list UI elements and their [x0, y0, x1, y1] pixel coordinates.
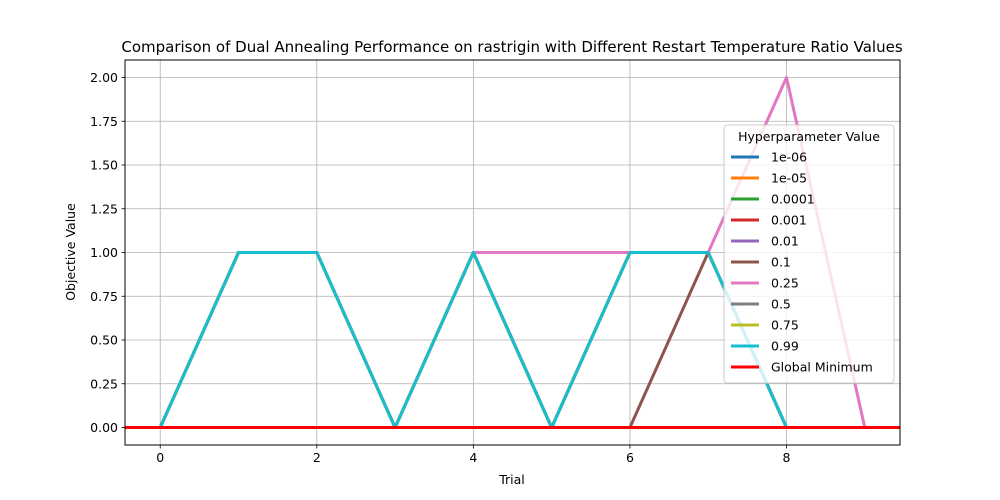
- y-tick-label: 2.00: [90, 70, 118, 85]
- y-axis-title: Objective Value: [63, 203, 78, 301]
- y-tick-label: 0.25: [90, 376, 118, 391]
- legend-label: 0.99: [771, 339, 799, 354]
- axis-ticks: 0 2 4 6 8 0.00 0.25 0.50 0.75 1.00 1.25 1.50 1.75 2.0…: [90, 70, 790, 465]
- y-tick-label: 0.75: [90, 289, 118, 304]
- y-tick-label: 0.00: [90, 420, 118, 435]
- legend-label: Global Minimum: [771, 360, 873, 375]
- legend-title: Hyperparameter Value: [738, 129, 880, 144]
- x-tick-label: 4: [469, 450, 477, 465]
- y-tick-label: 0.50: [90, 333, 118, 348]
- legend-frame: [723, 124, 895, 384]
- legend-label: 0.001: [771, 213, 807, 228]
- y-tick-label: 1.50: [90, 158, 118, 173]
- x-tick-label: 6: [626, 450, 634, 465]
- legend-label: 0.01: [771, 234, 799, 249]
- y-tick-label: 1.00: [90, 245, 118, 260]
- legend-label: 0.25: [771, 276, 799, 291]
- legend-label: 0.75: [771, 318, 799, 333]
- legend: Hyperparameter Value 1e-06 1e-05 0.0001 0.0…: [723, 124, 895, 384]
- legend-entries: 1e-06 1e-05 0.0001 0.001 0.01 0.1 0.25 0.5 0.75 0…: [731, 150, 873, 375]
- legend-label: 0.0001: [771, 192, 815, 207]
- legend-label: 1e-06: [771, 150, 807, 165]
- y-tick-label: 1.25: [90, 201, 118, 216]
- x-tick-label: 2: [313, 450, 321, 465]
- chart-title: Comparison of Dual Annealing Performance…: [121, 38, 902, 56]
- x-axis-title: Trial: [498, 472, 525, 487]
- y-tick-label: 1.75: [90, 114, 118, 129]
- legend-label: 1e-05: [771, 171, 807, 186]
- x-tick-label: 8: [783, 450, 791, 465]
- x-tick-label: 0: [156, 450, 164, 465]
- legend-label: 0.5: [771, 297, 791, 312]
- legend-label: 0.1: [771, 255, 791, 270]
